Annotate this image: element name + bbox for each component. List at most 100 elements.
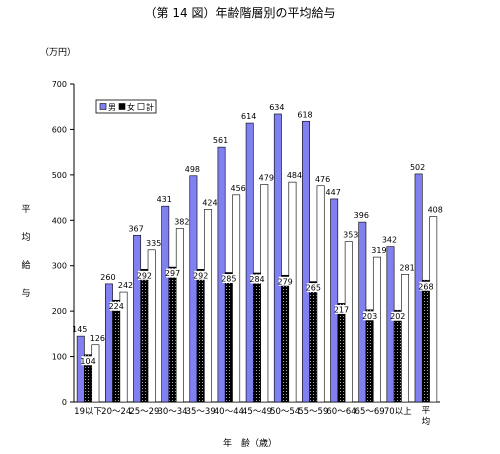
y-tick-label: 400 — [52, 216, 67, 225]
y-tick-label: 0 — [62, 398, 67, 407]
x-category-label: 40～44 — [214, 407, 244, 417]
x-axis-categories: 19以下 20～2425～2930～3435～3940～4445～4950～545… — [74, 406, 431, 427]
legend-swatch — [99, 103, 107, 110]
data-label-total: 281 — [399, 263, 414, 272]
data-label-total: 424 — [202, 198, 217, 207]
x-axis-label: 年 齢（歳） — [223, 437, 277, 449]
data-label-female-bg — [137, 270, 151, 280]
bar-female — [309, 281, 318, 403]
bar-female — [393, 309, 402, 403]
data-label-total: 479 — [259, 173, 274, 182]
bar-group: 614 479 284 — [241, 112, 274, 403]
x-category-label: 20～24 — [101, 407, 131, 417]
data-label-male: 260 — [100, 273, 115, 282]
bar-total — [232, 194, 241, 403]
data-label-female: 203 — [362, 312, 377, 321]
data-label-female-bg — [166, 268, 180, 278]
data-label-male: 502 — [410, 163, 425, 172]
data-label-total: 353 — [343, 231, 358, 240]
legend-label: 女 — [127, 102, 135, 112]
bar-group: 447 353 217 — [326, 188, 358, 403]
bar-group: 618 476 265 — [297, 110, 330, 403]
data-label-female-bg — [109, 301, 123, 311]
x-category-label: 19以下 — [74, 407, 102, 417]
x-category-label: 70以上 — [384, 407, 412, 417]
data-label-female-bg — [194, 270, 208, 280]
bar-male — [302, 120, 310, 403]
bar-total — [344, 241, 353, 403]
legend-label: 男 — [108, 103, 116, 112]
bar-total — [316, 185, 325, 403]
y-tick-label: 200 — [52, 307, 67, 316]
x-category-label: 35～39 — [186, 407, 216, 417]
bar-group: 502 408 268 — [410, 163, 443, 403]
bar-total — [147, 249, 156, 403]
data-label-female: 202 — [390, 312, 405, 321]
data-label-female-bg — [81, 356, 95, 366]
data-label-total: 476 — [315, 175, 330, 184]
data-label-female-bg — [250, 274, 264, 284]
bar-female — [196, 269, 205, 403]
data-label-female-bg — [334, 304, 348, 314]
data-label-female: 265 — [306, 284, 321, 293]
bar-female — [281, 274, 290, 403]
data-label-female: 297 — [165, 269, 180, 278]
chart-title: （第 14 図）年齢階層別の平均給与 — [145, 5, 336, 20]
data-label-total: 484 — [287, 171, 302, 180]
data-label-female-bg — [363, 311, 377, 321]
data-label-female: 217 — [334, 305, 349, 314]
bar-female — [224, 272, 233, 403]
bar-female — [365, 309, 374, 403]
y-tick-label: 500 — [52, 171, 67, 180]
bar-total — [372, 256, 381, 403]
bar-total — [175, 228, 184, 403]
data-label-female: 292 — [193, 271, 208, 280]
x-category-label: 55～59 — [298, 407, 328, 417]
bar-female — [112, 299, 121, 403]
bar-total — [119, 291, 128, 403]
data-label-male: 618 — [297, 110, 312, 119]
x-category-label: 均 — [422, 416, 431, 427]
bar-group: 431 382 297 — [157, 195, 189, 403]
bar-male — [189, 175, 198, 403]
legend-swatch — [137, 103, 145, 110]
bar-total — [288, 181, 297, 403]
y-axis-label-char: 与 — [21, 288, 30, 299]
data-label-total: 126 — [90, 334, 105, 343]
data-label-male: 342 — [382, 236, 397, 245]
data-label-total: 382 — [174, 217, 189, 226]
x-category-label: 25～29 — [129, 407, 159, 417]
data-label-female: 268 — [418, 282, 433, 291]
data-label-total: 242 — [118, 281, 133, 290]
data-label-female: 284 — [249, 275, 264, 284]
bar-male — [330, 198, 339, 403]
data-label-total: 456 — [231, 184, 246, 193]
y-tick-label: 700 — [52, 80, 67, 89]
x-category-label: 45～49 — [242, 407, 272, 417]
x-category-label: 平 — [422, 406, 431, 416]
data-label-male: 561 — [213, 136, 228, 145]
data-label-female-bg — [419, 281, 433, 291]
data-label-female-bg — [278, 276, 292, 286]
data-label-female: 104 — [80, 357, 95, 366]
data-label-male: 447 — [326, 188, 341, 197]
y-axis-unit: （万円） — [40, 47, 76, 58]
bar-total — [204, 209, 212, 403]
bar-male — [245, 122, 254, 403]
bar-group: 498 424 292 — [185, 165, 218, 403]
legend-label: 計 — [146, 102, 154, 112]
data-label-female: 285 — [221, 275, 236, 284]
bar-group: 561 456 285 — [213, 136, 246, 403]
bar-female — [253, 272, 261, 403]
data-label-total: 319 — [371, 246, 386, 255]
data-label-female: 279 — [278, 277, 293, 286]
bar-male — [76, 335, 85, 403]
bar-female — [337, 303, 346, 403]
bar-male — [273, 113, 282, 403]
legend-swatch — [118, 103, 126, 110]
